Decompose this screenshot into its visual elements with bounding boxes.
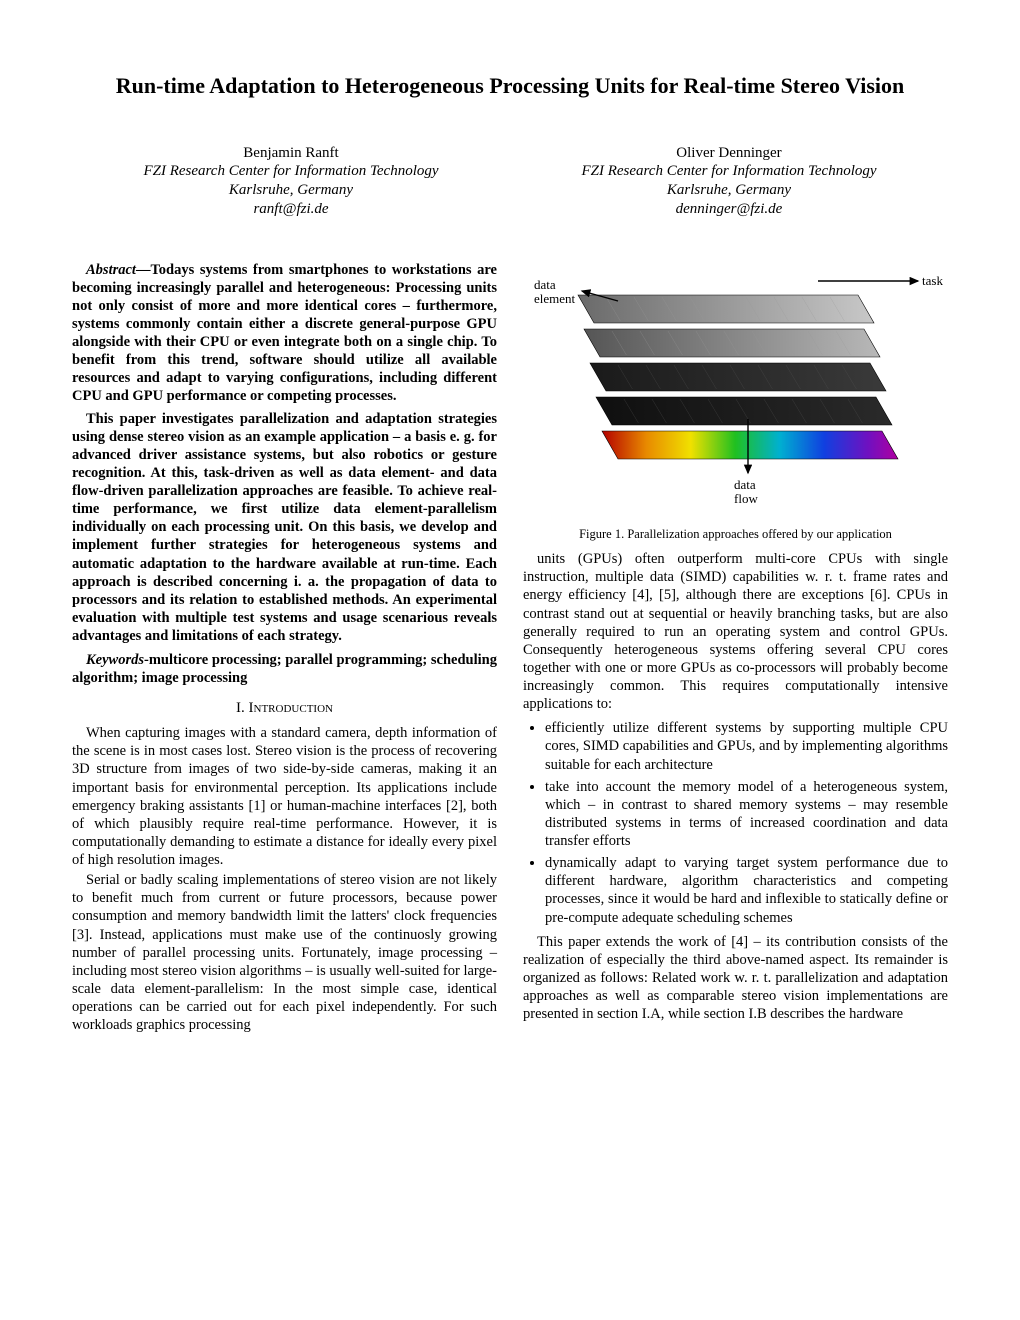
keywords-label: Keywords bbox=[86, 652, 144, 668]
abstract-label: Abstract bbox=[86, 262, 136, 278]
author-email: ranft@fzi.de bbox=[72, 200, 510, 219]
abstract-text-2: This paper investigates parallelization … bbox=[72, 410, 497, 646]
figure-1: task dataelement dataflow Figure 1. Parall… bbox=[523, 261, 948, 543]
author-block-2: Oliver Denninger FZI Research Center for… bbox=[510, 144, 948, 219]
left-column: Abstract—Todays systems from smartphones… bbox=[72, 261, 497, 1037]
col2-body-2: This paper extends the work of [4] – its… bbox=[523, 933, 948, 1024]
author-name: Benjamin Ranft bbox=[72, 144, 510, 163]
bullet-list: efficiently utilize different systems by… bbox=[523, 719, 948, 926]
abstract: Abstract—Todays systems from smartphones… bbox=[72, 261, 497, 646]
col2-paragraph: This paper extends the work of [4] – its… bbox=[523, 933, 948, 1024]
col2-body: units (GPUs) often outperform multi-core… bbox=[523, 550, 948, 713]
author-name: Oliver Denninger bbox=[510, 144, 948, 163]
author-location: Karlsruhe, Germany bbox=[510, 181, 948, 200]
section-heading-intro: I. Introduction bbox=[72, 699, 497, 718]
col2-paragraph: units (GPUs) often outperform multi-core… bbox=[523, 550, 948, 713]
abstract-text-1: —Todays systems from smartphones to work… bbox=[72, 262, 497, 405]
keywords: Keywords-multicore processing; parallel … bbox=[72, 651, 497, 687]
author-affiliation: FZI Research Center for Information Tech… bbox=[510, 162, 948, 181]
svg-text:dataelement: dataelement bbox=[534, 277, 576, 306]
figure-1-svg: task dataelement dataflow bbox=[526, 261, 946, 521]
author-affiliation: FZI Research Center for Information Tech… bbox=[72, 162, 510, 181]
author-block-1: Benjamin Ranft FZI Research Center for I… bbox=[72, 144, 510, 219]
author-row: Benjamin Ranft FZI Research Center for I… bbox=[72, 144, 948, 219]
intro-paragraph: Serial or badly scaling implementations … bbox=[72, 871, 497, 1034]
figure-1-caption: Figure 1. Parallelization approaches off… bbox=[523, 527, 948, 543]
bullet-item: dynamically adapt to varying target syst… bbox=[545, 854, 948, 927]
author-location: Karlsruhe, Germany bbox=[72, 181, 510, 200]
author-email: denninger@fzi.de bbox=[510, 200, 948, 219]
paper-title: Run-time Adaptation to Heterogeneous Pro… bbox=[72, 72, 948, 100]
intro-body: When capturing images with a standard ca… bbox=[72, 724, 497, 1034]
svg-text:dataflow: dataflow bbox=[734, 477, 758, 506]
bullet-item: efficiently utilize different systems by… bbox=[545, 719, 948, 773]
bullet-item: take into account the memory model of a … bbox=[545, 778, 948, 851]
svg-text:task: task bbox=[922, 273, 943, 288]
intro-paragraph: When capturing images with a standard ca… bbox=[72, 724, 497, 869]
right-column: task dataelement dataflow Figure 1. Parall… bbox=[523, 261, 948, 1037]
